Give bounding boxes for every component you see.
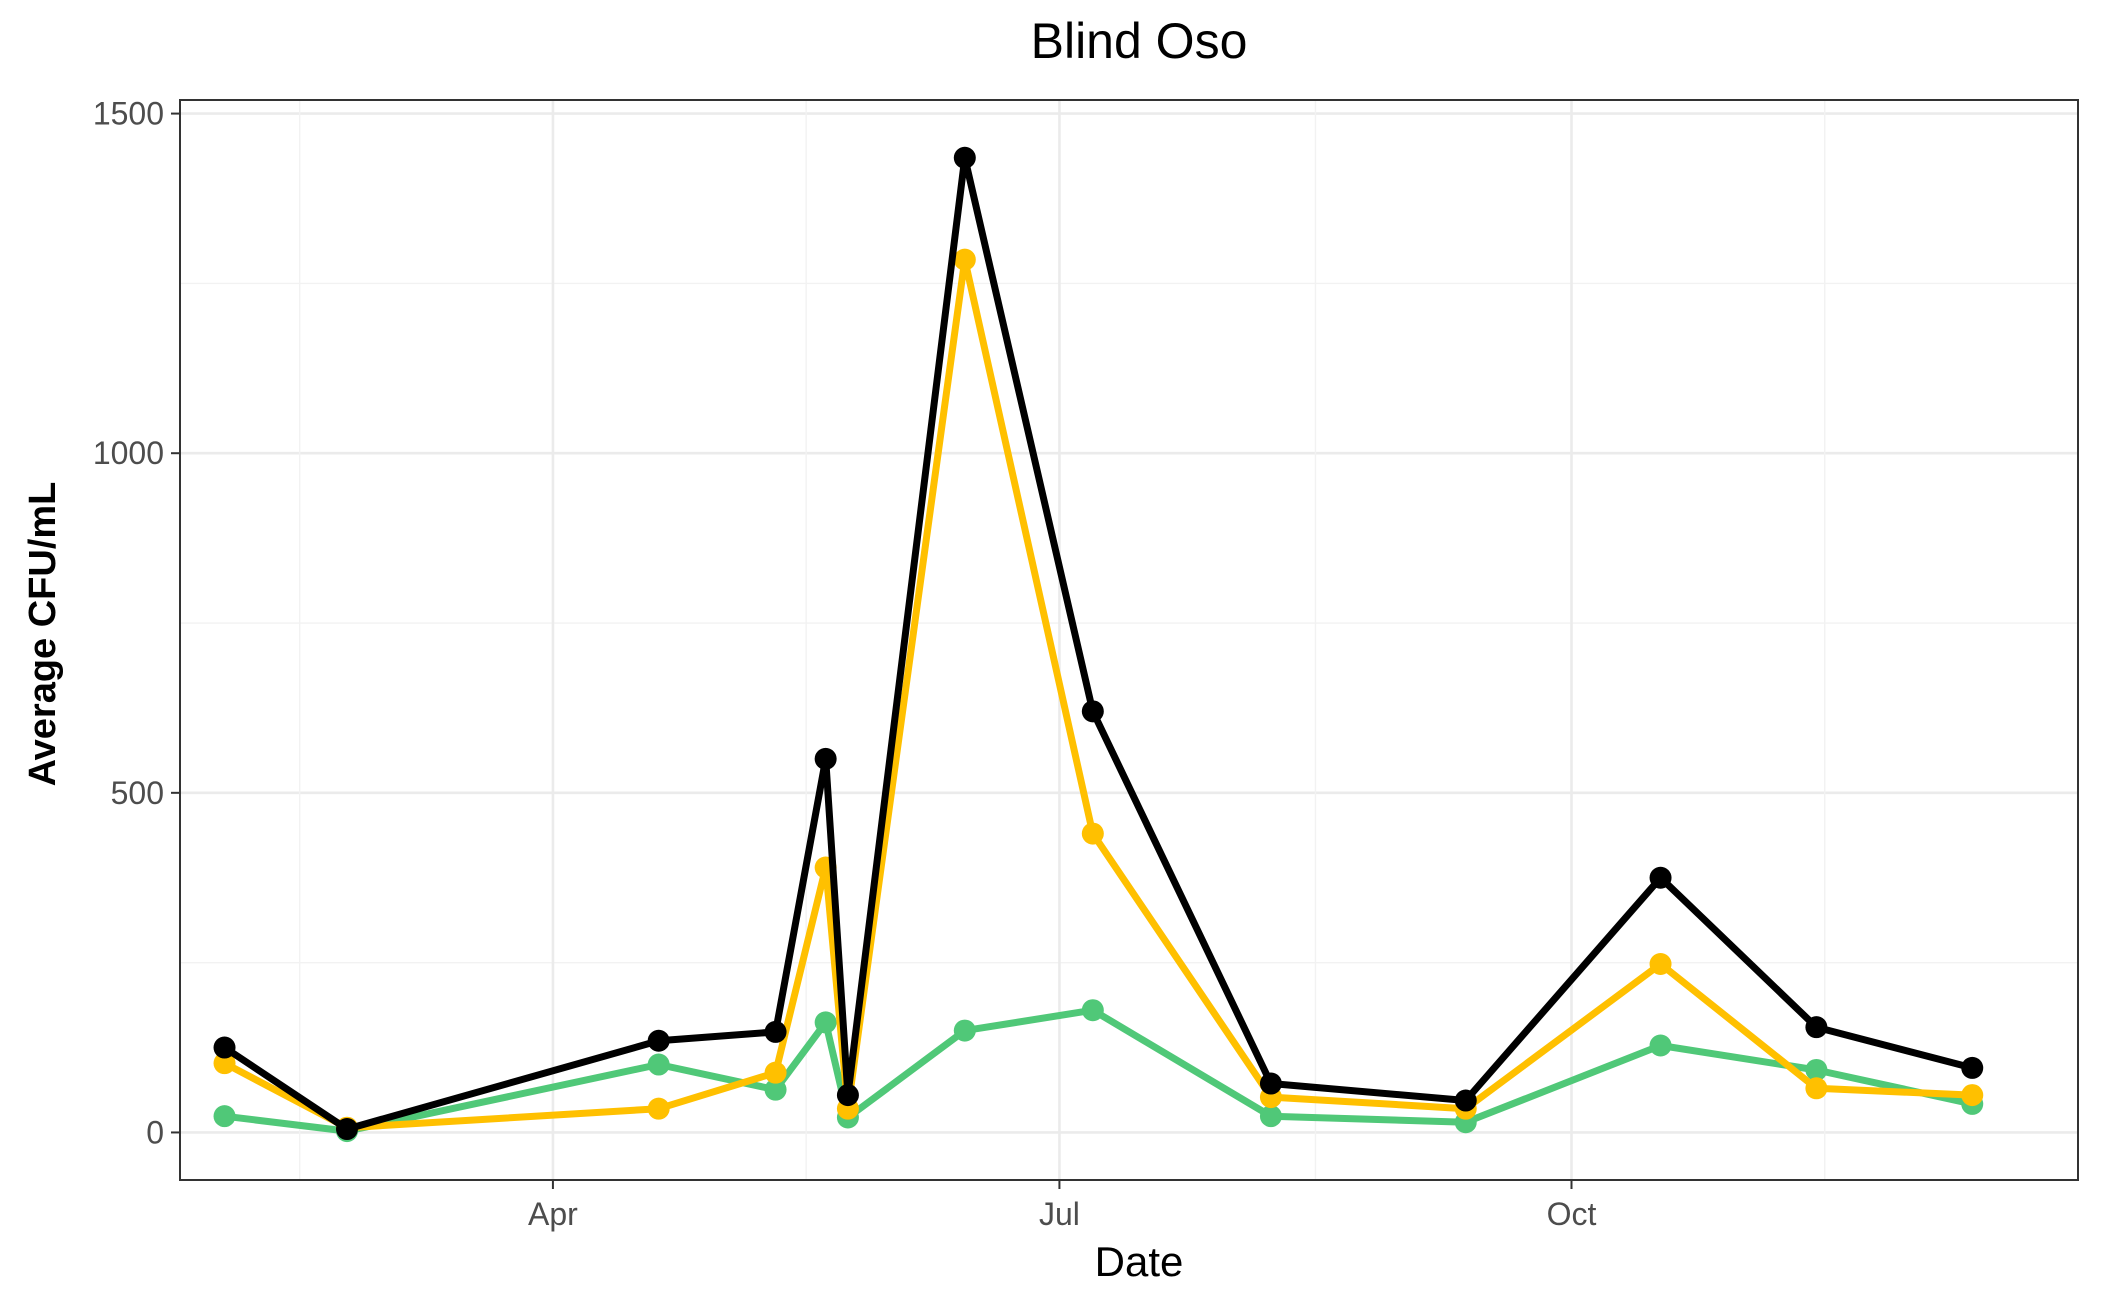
- data-point: [213, 1036, 236, 1059]
- data-point: [764, 1020, 787, 1043]
- data-point: [814, 747, 837, 770]
- chart-title: Blind Oso: [1031, 13, 1248, 69]
- data-point: [953, 1019, 976, 1042]
- data-point: [764, 1078, 787, 1101]
- x-tick-label: Oct: [1547, 1196, 1597, 1232]
- x-axis-title: Date: [1095, 1238, 1184, 1285]
- data-point: [814, 1011, 837, 1034]
- y-tick-label: 0: [146, 1114, 164, 1150]
- data-point: [647, 1029, 670, 1052]
- data-point: [1961, 1056, 1984, 1079]
- data-point: [1961, 1084, 1984, 1107]
- data-point: [213, 1052, 236, 1075]
- data-point: [335, 1118, 358, 1141]
- data-point: [1805, 1077, 1828, 1100]
- data-point: [1805, 1058, 1828, 1081]
- data-point: [1259, 1105, 1282, 1128]
- data-point: [1805, 1016, 1828, 1039]
- data-point: [647, 1053, 670, 1076]
- data-point: [953, 146, 976, 169]
- data-point: [764, 1061, 787, 1084]
- data-point: [1259, 1072, 1282, 1095]
- data-point: [1649, 866, 1672, 889]
- axes: 0 500 1000 1500 Apr Jul Oct: [93, 96, 1597, 1232]
- data-point: [953, 248, 976, 271]
- x-tick-label: Jul: [1039, 1196, 1080, 1232]
- x-tick-label: Apr: [528, 1196, 578, 1232]
- y-tick-label: 500: [111, 775, 164, 811]
- data-point: [1454, 1089, 1477, 1112]
- y-tick-label: 1500: [93, 96, 164, 132]
- data-point: [1081, 999, 1104, 1022]
- y-axis-title: Average CFU/mL: [22, 482, 64, 787]
- series-layer: [213, 146, 1984, 1143]
- series-1: [213, 146, 1984, 1141]
- data-point: [1649, 953, 1672, 975]
- data-point: [1081, 700, 1104, 723]
- y-tick-label: 1000: [93, 435, 164, 471]
- data-point: [647, 1097, 670, 1120]
- data-point: [213, 1105, 236, 1128]
- data-point: [1081, 822, 1104, 845]
- data-point: [1649, 1034, 1672, 1057]
- data-point: [836, 1084, 859, 1107]
- plot-panel: [179, 99, 2079, 1181]
